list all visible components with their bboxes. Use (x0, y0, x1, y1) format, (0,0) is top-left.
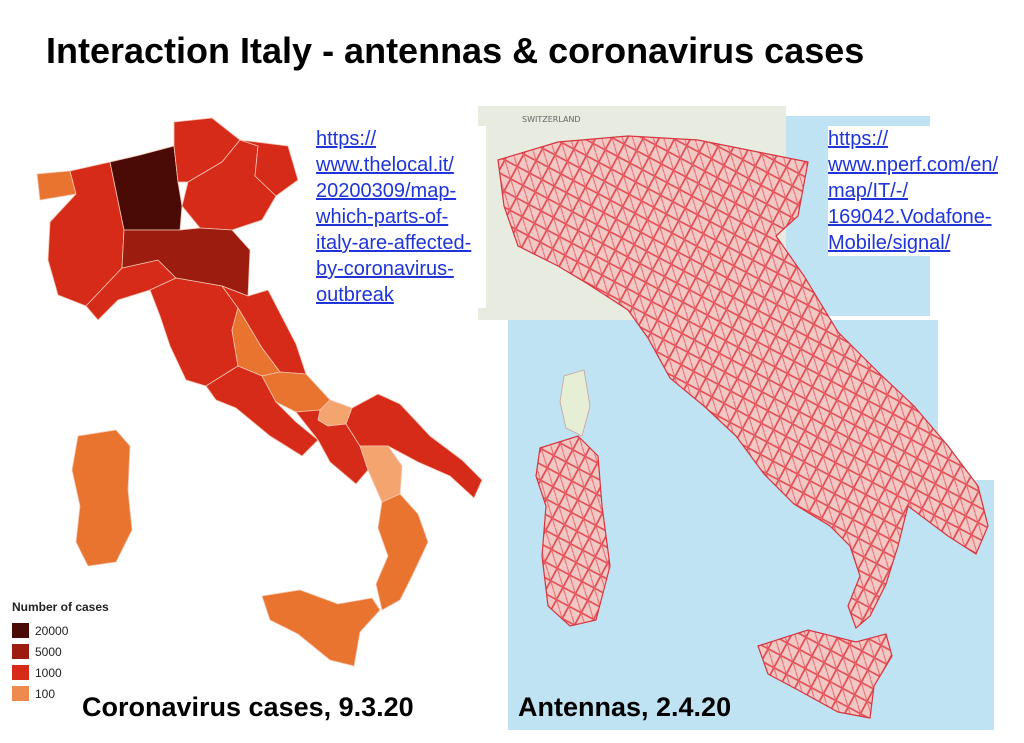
link-line[interactable]: map/IT/-/ (828, 180, 909, 202)
antenna-coverage-map: SWITZERLAND (478, 106, 994, 730)
link-line[interactable]: outbreak (316, 284, 394, 306)
legend-label: 20000 (35, 623, 69, 638)
legend-title: Number of cases (12, 600, 109, 614)
source-link-thelocal[interactable]: https:// www.thelocal.it/ 20200309/map- … (316, 126, 486, 308)
legend-item: 1000 (12, 662, 152, 683)
link-line[interactable]: https:// (828, 128, 889, 150)
coronavirus-cases-map (36, 117, 483, 667)
map-region-label: SWITZERLAND (522, 115, 581, 124)
region-basilicata (359, 445, 403, 503)
region-sicilia (261, 589, 381, 667)
region-valle-daosta (36, 170, 77, 201)
caption-coronavirus-cases: Coronavirus cases, 9.3.20 (82, 692, 414, 722)
legend-item: 20000 (12, 620, 152, 641)
link-line[interactable]: www.thelocal.it/ (316, 154, 454, 176)
link-line[interactable]: which-parts-of- (316, 206, 449, 228)
link-line[interactable]: 20200309/map- (316, 180, 457, 202)
source-link-nperf[interactable]: https:// www.nperf.com/en/ map/IT/-/ 169… (828, 126, 1008, 256)
sardinia-network (535, 435, 611, 627)
sicily-network (757, 629, 893, 719)
legend-swatch (12, 644, 29, 659)
link-line[interactable]: Mobile/signal/ (828, 232, 951, 254)
link-line[interactable]: www.nperf.com/en/ (828, 154, 999, 176)
legend-label: 5000 (35, 644, 62, 659)
link-line[interactable]: by-coronavirus- (316, 258, 454, 280)
legend-swatch (12, 686, 29, 701)
legend-item: 5000 (12, 641, 152, 662)
legend-swatch (12, 623, 29, 638)
region-friuli (239, 139, 299, 197)
region-toscana (149, 277, 239, 387)
region-calabria (375, 493, 429, 611)
legend-swatch (12, 665, 29, 680)
link-line[interactable]: italy-are-affected- (316, 232, 472, 254)
link-line[interactable]: 169042.Vodafone- (828, 206, 992, 228)
slide-title: Interaction Italy - antennas & coronavir… (46, 30, 865, 71)
corsica-island (559, 369, 591, 437)
caption-antennas: Antennas, 2.4.20 (518, 692, 732, 722)
legend-label: 100 (35, 686, 56, 701)
peninsula-network (497, 135, 989, 630)
legend-label: 1000 (35, 665, 62, 680)
legend-item: 100 (12, 683, 152, 704)
cases-legend: Number of cases 20000 5000 1000 100 (12, 600, 152, 704)
region-sardegna (71, 429, 133, 567)
link-line[interactable]: https:// (316, 128, 377, 150)
